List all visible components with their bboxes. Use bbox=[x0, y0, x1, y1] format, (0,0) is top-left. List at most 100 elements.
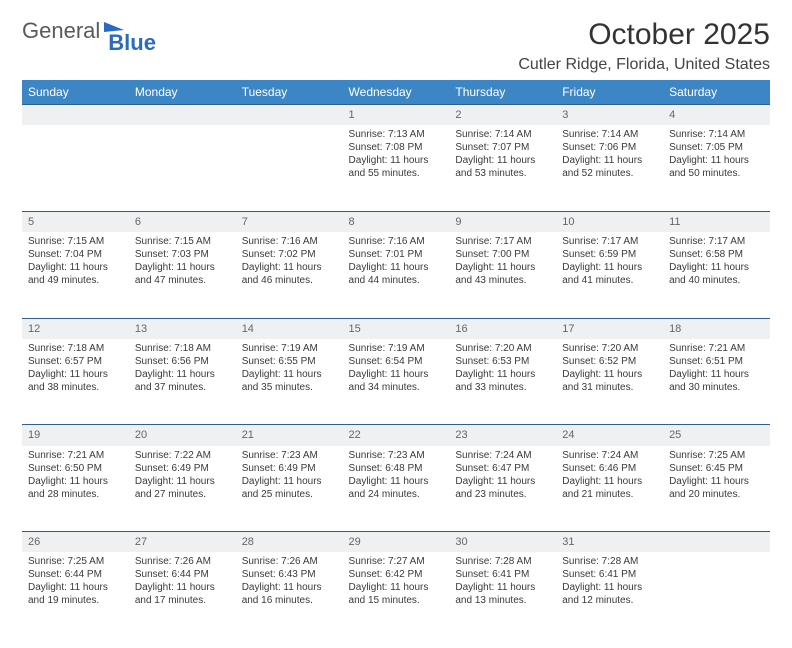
sunset-text: Sunset: 6:52 PM bbox=[562, 355, 657, 368]
sunset-text: Sunset: 7:03 PM bbox=[135, 248, 230, 261]
sunset-text: Sunset: 6:57 PM bbox=[28, 355, 123, 368]
sunset-text: Sunset: 6:43 PM bbox=[242, 568, 337, 581]
week-daynum-row: 1234 bbox=[22, 105, 770, 126]
daylight-text: Daylight: 11 hours and 16 minutes. bbox=[242, 581, 337, 607]
day-number-cell: 14 bbox=[236, 318, 343, 339]
title-location: Cutler Ridge, Florida, United States bbox=[518, 56, 770, 74]
sunrise-text: Sunrise: 7:25 AM bbox=[669, 449, 764, 462]
day-header-row: Sunday Monday Tuesday Wednesday Thursday… bbox=[22, 80, 770, 105]
sunrise-text: Sunrise: 7:26 AM bbox=[242, 555, 337, 568]
day-number-cell: 9 bbox=[449, 211, 556, 232]
sunset-text: Sunset: 6:44 PM bbox=[135, 568, 230, 581]
daylight-text: Daylight: 11 hours and 33 minutes. bbox=[455, 368, 550, 394]
sunrise-text: Sunrise: 7:18 AM bbox=[28, 342, 123, 355]
sunrise-text: Sunrise: 7:15 AM bbox=[28, 235, 123, 248]
day-number-cell: 6 bbox=[129, 211, 236, 232]
day-detail-cell: Sunrise: 7:25 AMSunset: 6:45 PMDaylight:… bbox=[663, 446, 770, 532]
day-detail-cell bbox=[236, 125, 343, 211]
daylight-text: Daylight: 11 hours and 23 minutes. bbox=[455, 475, 550, 501]
sunset-text: Sunset: 6:53 PM bbox=[455, 355, 550, 368]
sunrise-text: Sunrise: 7:14 AM bbox=[562, 128, 657, 141]
sunrise-text: Sunrise: 7:25 AM bbox=[28, 555, 123, 568]
sunset-text: Sunset: 7:08 PM bbox=[349, 141, 444, 154]
day-number-cell: 29 bbox=[343, 532, 450, 553]
sunset-text: Sunset: 7:06 PM bbox=[562, 141, 657, 154]
sunrise-text: Sunrise: 7:27 AM bbox=[349, 555, 444, 568]
sunset-text: Sunset: 6:54 PM bbox=[349, 355, 444, 368]
week-daynum-row: 567891011 bbox=[22, 211, 770, 232]
day-number-cell: 30 bbox=[449, 532, 556, 553]
daylight-text: Daylight: 11 hours and 52 minutes. bbox=[562, 154, 657, 180]
day-number-cell: 20 bbox=[129, 425, 236, 446]
day-number-cell: 23 bbox=[449, 425, 556, 446]
daylight-text: Daylight: 11 hours and 41 minutes. bbox=[562, 261, 657, 287]
sunrise-text: Sunrise: 7:17 AM bbox=[669, 235, 764, 248]
day-number-cell: 25 bbox=[663, 425, 770, 446]
sunset-text: Sunset: 6:46 PM bbox=[562, 462, 657, 475]
sunset-text: Sunset: 6:55 PM bbox=[242, 355, 337, 368]
sunrise-text: Sunrise: 7:15 AM bbox=[135, 235, 230, 248]
sunrise-text: Sunrise: 7:22 AM bbox=[135, 449, 230, 462]
day-number-cell: 1 bbox=[343, 105, 450, 126]
day-detail-cell: Sunrise: 7:14 AMSunset: 7:05 PMDaylight:… bbox=[663, 125, 770, 211]
sunrise-text: Sunrise: 7:16 AM bbox=[349, 235, 444, 248]
sunrise-text: Sunrise: 7:23 AM bbox=[242, 449, 337, 462]
day-number-cell: 3 bbox=[556, 105, 663, 126]
daylight-text: Daylight: 11 hours and 24 minutes. bbox=[349, 475, 444, 501]
sunset-text: Sunset: 6:45 PM bbox=[669, 462, 764, 475]
sunset-text: Sunset: 6:48 PM bbox=[349, 462, 444, 475]
day-detail-cell: Sunrise: 7:15 AMSunset: 7:03 PMDaylight:… bbox=[129, 232, 236, 318]
week-daynum-row: 19202122232425 bbox=[22, 425, 770, 446]
day-detail-cell: Sunrise: 7:24 AMSunset: 6:46 PMDaylight:… bbox=[556, 446, 663, 532]
day-detail-cell: Sunrise: 7:25 AMSunset: 6:44 PMDaylight:… bbox=[22, 552, 129, 638]
daylight-text: Daylight: 11 hours and 20 minutes. bbox=[669, 475, 764, 501]
daylight-text: Daylight: 11 hours and 44 minutes. bbox=[349, 261, 444, 287]
sunset-text: Sunset: 6:49 PM bbox=[242, 462, 337, 475]
day-detail-cell: Sunrise: 7:16 AMSunset: 7:01 PMDaylight:… bbox=[343, 232, 450, 318]
week-daynum-row: 12131415161718 bbox=[22, 318, 770, 339]
day-detail-cell: Sunrise: 7:14 AMSunset: 7:07 PMDaylight:… bbox=[449, 125, 556, 211]
brand-logo: General Blue bbox=[22, 18, 156, 44]
daylight-text: Daylight: 11 hours and 53 minutes. bbox=[455, 154, 550, 180]
sunset-text: Sunset: 6:51 PM bbox=[669, 355, 764, 368]
week-detail-row: Sunrise: 7:21 AMSunset: 6:50 PMDaylight:… bbox=[22, 446, 770, 532]
day-detail-cell: Sunrise: 7:14 AMSunset: 7:06 PMDaylight:… bbox=[556, 125, 663, 211]
day-detail-cell bbox=[22, 125, 129, 211]
sunrise-text: Sunrise: 7:28 AM bbox=[562, 555, 657, 568]
day-detail-cell: Sunrise: 7:20 AMSunset: 6:52 PMDaylight:… bbox=[556, 339, 663, 425]
day-number-cell: 8 bbox=[343, 211, 450, 232]
sunrise-text: Sunrise: 7:19 AM bbox=[349, 342, 444, 355]
day-detail-cell: Sunrise: 7:26 AMSunset: 6:43 PMDaylight:… bbox=[236, 552, 343, 638]
day-number-cell: 12 bbox=[22, 318, 129, 339]
day-header: Thursday bbox=[449, 80, 556, 105]
daylight-text: Daylight: 11 hours and 50 minutes. bbox=[669, 154, 764, 180]
day-number-cell: 22 bbox=[343, 425, 450, 446]
logo-blue-text: Blue bbox=[108, 30, 156, 56]
sunset-text: Sunset: 7:02 PM bbox=[242, 248, 337, 261]
title-block: October 2025 Cutler Ridge, Florida, Unit… bbox=[518, 18, 770, 74]
sunrise-text: Sunrise: 7:18 AM bbox=[135, 342, 230, 355]
sunrise-text: Sunrise: 7:14 AM bbox=[669, 128, 764, 141]
week-daynum-row: 262728293031 bbox=[22, 532, 770, 553]
daylight-text: Daylight: 11 hours and 31 minutes. bbox=[562, 368, 657, 394]
day-detail-cell: Sunrise: 7:23 AMSunset: 6:48 PMDaylight:… bbox=[343, 446, 450, 532]
day-number-cell: 31 bbox=[556, 532, 663, 553]
sunset-text: Sunset: 6:56 PM bbox=[135, 355, 230, 368]
day-number-cell: 17 bbox=[556, 318, 663, 339]
day-detail-cell: Sunrise: 7:19 AMSunset: 6:54 PMDaylight:… bbox=[343, 339, 450, 425]
day-detail-cell: Sunrise: 7:17 AMSunset: 6:58 PMDaylight:… bbox=[663, 232, 770, 318]
sunrise-text: Sunrise: 7:23 AM bbox=[349, 449, 444, 462]
sunrise-text: Sunrise: 7:28 AM bbox=[455, 555, 550, 568]
day-detail-cell: Sunrise: 7:17 AMSunset: 6:59 PMDaylight:… bbox=[556, 232, 663, 318]
sunset-text: Sunset: 6:49 PM bbox=[135, 462, 230, 475]
day-detail-cell bbox=[663, 552, 770, 638]
daylight-text: Daylight: 11 hours and 27 minutes. bbox=[135, 475, 230, 501]
daylight-text: Daylight: 11 hours and 15 minutes. bbox=[349, 581, 444, 607]
daylight-text: Daylight: 11 hours and 37 minutes. bbox=[135, 368, 230, 394]
day-header: Tuesday bbox=[236, 80, 343, 105]
daylight-text: Daylight: 11 hours and 21 minutes. bbox=[562, 475, 657, 501]
daylight-text: Daylight: 11 hours and 35 minutes. bbox=[242, 368, 337, 394]
logo-general-text: General bbox=[22, 18, 100, 44]
daylight-text: Daylight: 11 hours and 47 minutes. bbox=[135, 261, 230, 287]
day-number-cell: 5 bbox=[22, 211, 129, 232]
